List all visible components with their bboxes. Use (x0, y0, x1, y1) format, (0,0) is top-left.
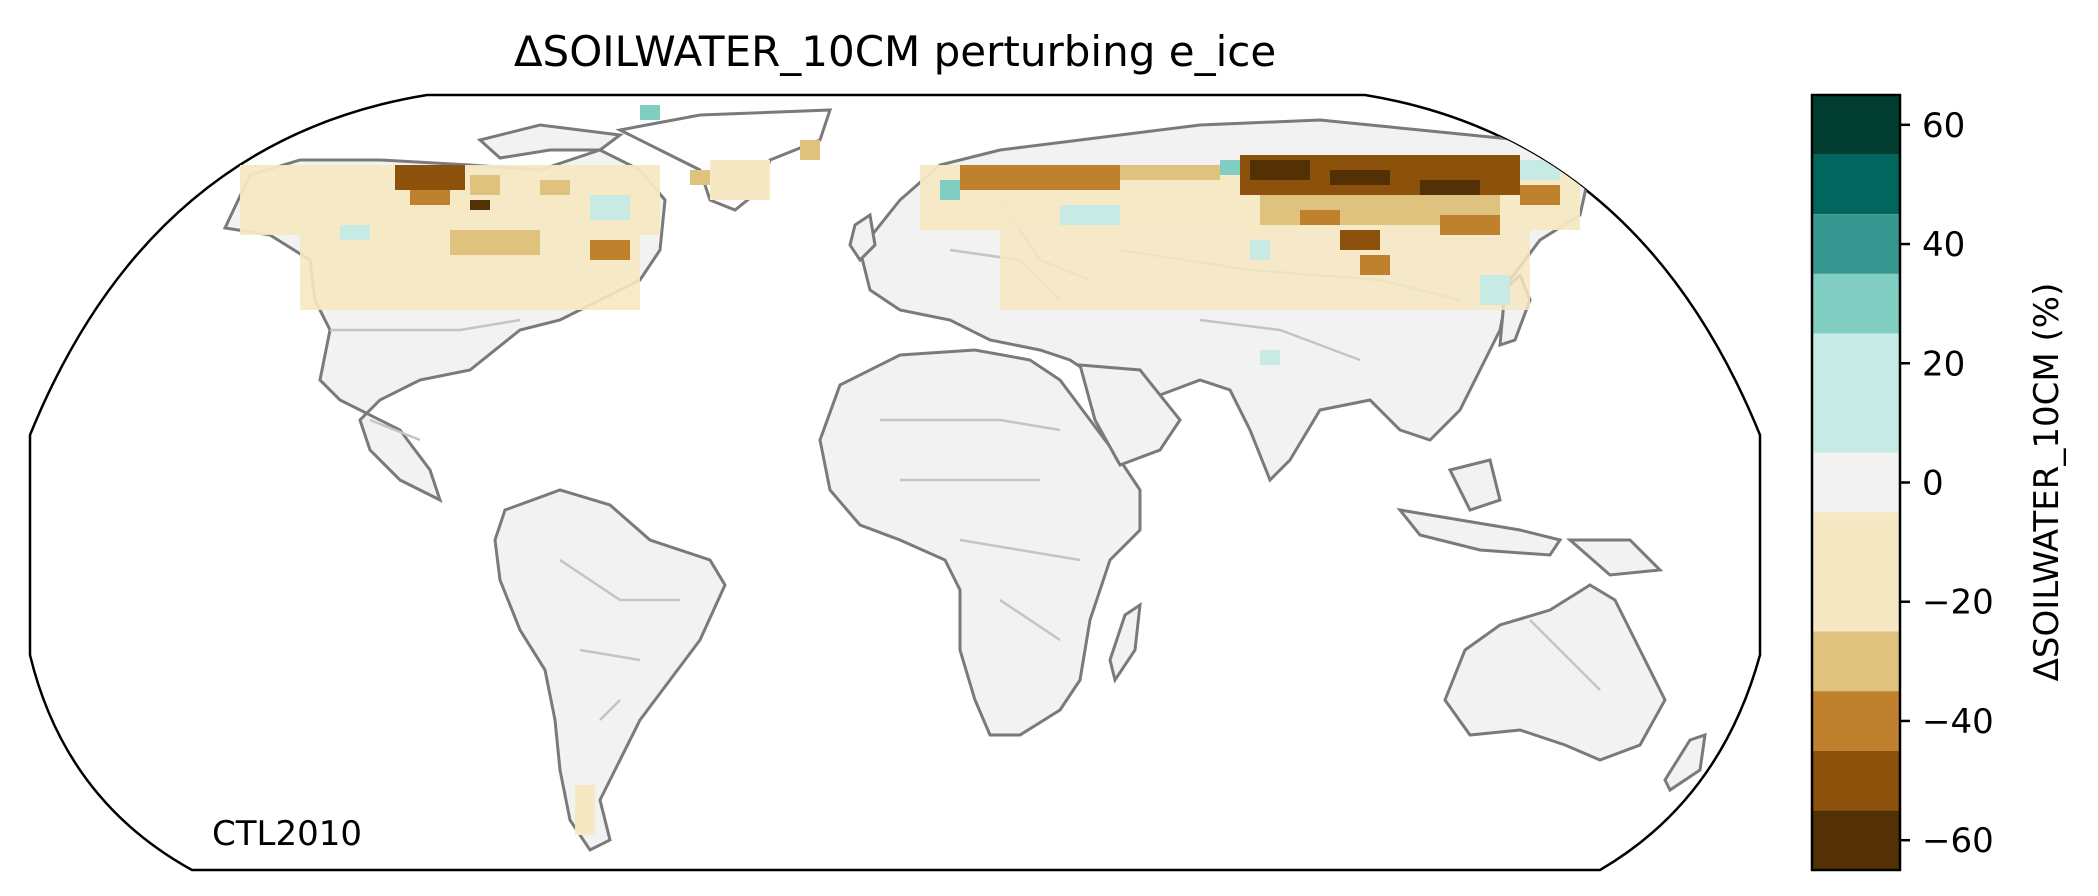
new-guinea-land (1566, 538, 1664, 577)
new-zealand-land (1663, 732, 1707, 793)
colorbar-bin (1812, 750, 1900, 811)
colorbar-bin (1812, 631, 1900, 692)
run-label: CTL2010 (212, 814, 362, 854)
anomaly-cell (1360, 255, 1390, 275)
colorbar-bin (1812, 512, 1900, 632)
map-title: ΔSOILWATER_10CM perturbing e_ice (514, 27, 1276, 76)
anomaly-cell (1260, 350, 1280, 365)
anomaly-cell (1250, 240, 1270, 260)
anomaly-cell (410, 190, 450, 205)
colorbar: 60 40 20 0 −20 −40 −60 ΔSOILWATER_10CM (%) (1810, 93, 2067, 872)
colorbar-bin (1812, 691, 1900, 751)
colorbar-tick-label: 20 (1922, 344, 1965, 384)
anomaly-cell (575, 785, 595, 835)
anomaly-cell (1440, 215, 1500, 235)
anomaly-cell (710, 160, 770, 200)
colorbar-tick-label: 40 (1922, 225, 1965, 265)
colorbar-tick-label: −40 (1922, 702, 1994, 742)
anomaly-cell (800, 140, 820, 160)
anomaly-cell (590, 195, 630, 220)
anomaly-cell (395, 165, 465, 190)
uk-land (848, 212, 877, 263)
colorbar-bin (1812, 95, 1900, 155)
anomaly-cell (1250, 160, 1310, 180)
anomaly-cell (340, 225, 370, 240)
colorbar-bin (1812, 810, 1900, 870)
anomaly-cell (470, 200, 490, 210)
colorbar-bin (1812, 154, 1900, 215)
colorbar-bin (1812, 273, 1900, 334)
anomaly-cell (540, 180, 570, 195)
colorbar-ticks: 60 40 20 0 −20 −40 −60 (1900, 106, 1994, 861)
anomaly-cell (1300, 210, 1340, 225)
colorbar-tick-label: 60 (1922, 106, 1965, 146)
arabia-land (1077, 363, 1182, 467)
anomaly-cell (450, 230, 540, 255)
anomaly-cell (960, 165, 1120, 190)
indonesia-land (1396, 507, 1563, 557)
colorbar-tick-label: −20 (1922, 583, 1994, 623)
borneo-land (1447, 458, 1502, 512)
colorbar-bin (1812, 214, 1900, 274)
anomaly-cell (1220, 160, 1240, 175)
arctic-islands-land (476, 123, 624, 160)
anomaly-cell (940, 180, 960, 200)
anomaly-patches (240, 105, 1580, 835)
colorbar-label: ΔSOILWATER_10CM (%) (2027, 283, 2067, 682)
landmasses (222, 105, 1707, 852)
south-america-land (493, 488, 727, 852)
anomaly-cell (1060, 205, 1120, 225)
colorbar-bin (1812, 333, 1900, 453)
anomaly-cell (1520, 185, 1560, 205)
anomaly-cell (590, 240, 630, 260)
anomaly-cell (690, 170, 710, 185)
anomaly-cell (1340, 230, 1380, 250)
anomaly-cell (1120, 165, 1220, 180)
anomaly-cell (640, 105, 660, 120)
colorbar-bin (1812, 452, 1900, 513)
madagascar-land (1108, 601, 1142, 684)
colorbar-tick-label: −60 (1922, 821, 1994, 861)
colorbar-tick-label: 0 (1922, 464, 1944, 504)
australia-land (1443, 583, 1667, 762)
anomaly-cell (1330, 170, 1390, 185)
anomaly-cell (470, 175, 500, 195)
colorbar-bins (1812, 95, 1900, 870)
map-panel: CTL2010 (28, 93, 1762, 872)
anomaly-cell (1480, 275, 1510, 305)
anomaly-cell (1520, 160, 1560, 180)
